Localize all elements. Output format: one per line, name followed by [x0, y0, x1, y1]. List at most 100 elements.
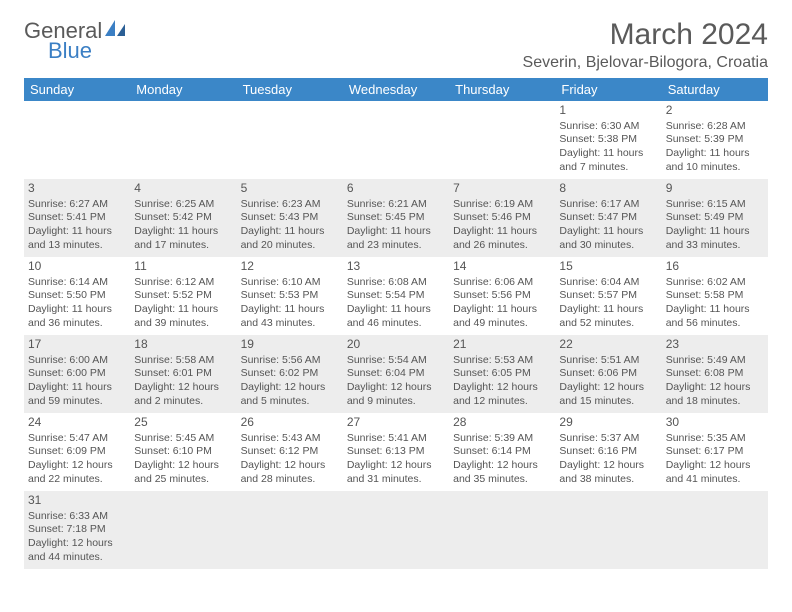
day-number: 31: [28, 493, 126, 509]
sunset-text: Sunset: 6:04 PM: [347, 367, 445, 381]
sunrise-text: Sunrise: 6:08 AM: [347, 276, 445, 290]
day-cell: 11Sunrise: 6:12 AMSunset: 5:52 PMDayligh…: [130, 257, 236, 335]
sunrise-text: Sunrise: 6:21 AM: [347, 198, 445, 212]
sunrise-text: Sunrise: 6:33 AM: [28, 510, 126, 524]
sunset-text: Sunset: 6:10 PM: [134, 445, 232, 459]
location-text: Severin, Bjelovar-Bilogora, Croatia: [523, 54, 768, 72]
day-cell: [343, 491, 449, 569]
sunset-text: Sunset: 5:38 PM: [559, 133, 657, 147]
sunrise-text: Sunrise: 5:58 AM: [134, 354, 232, 368]
day-cell: 31Sunrise: 6:33 AMSunset: 7:18 PMDayligh…: [24, 491, 130, 569]
daylight2-text: and 17 minutes.: [134, 239, 232, 253]
sunset-text: Sunset: 5:52 PM: [134, 289, 232, 303]
day-number: 8: [559, 181, 657, 197]
sunrise-text: Sunrise: 6:10 AM: [241, 276, 339, 290]
daylight1-text: Daylight: 11 hours: [666, 225, 764, 239]
daylight1-text: Daylight: 12 hours: [241, 381, 339, 395]
daylight2-text: and 2 minutes.: [134, 395, 232, 409]
day-number: 21: [453, 337, 551, 353]
day-number: 24: [28, 415, 126, 431]
day-number: 18: [134, 337, 232, 353]
daylight1-text: Daylight: 11 hours: [559, 147, 657, 161]
daylight2-text: and 39 minutes.: [134, 317, 232, 331]
sunrise-text: Sunrise: 6:02 AM: [666, 276, 764, 290]
daylight2-text: and 23 minutes.: [347, 239, 445, 253]
daylight2-text: and 59 minutes.: [28, 395, 126, 409]
day-number: 19: [241, 337, 339, 353]
day-cell: [130, 101, 236, 179]
sunset-text: Sunset: 5:41 PM: [28, 211, 126, 225]
sunrise-text: Sunrise: 5:41 AM: [347, 432, 445, 446]
day-cell: 5Sunrise: 6:23 AMSunset: 5:43 PMDaylight…: [237, 179, 343, 257]
daylight1-text: Daylight: 12 hours: [134, 459, 232, 473]
month-title: March 2024: [523, 18, 768, 52]
sunset-text: Sunset: 5:45 PM: [347, 211, 445, 225]
day-header: Thursday: [449, 78, 555, 101]
sunset-text: Sunset: 5:53 PM: [241, 289, 339, 303]
day-cell: 13Sunrise: 6:08 AMSunset: 5:54 PMDayligh…: [343, 257, 449, 335]
day-cell: 26Sunrise: 5:43 AMSunset: 6:12 PMDayligh…: [237, 413, 343, 491]
week-row: 10Sunrise: 6:14 AMSunset: 5:50 PMDayligh…: [24, 257, 768, 335]
header: General Blue March 2024 Severin, Bjelova…: [24, 18, 768, 72]
week-row: 17Sunrise: 6:00 AMSunset: 6:00 PMDayligh…: [24, 335, 768, 413]
sunrise-text: Sunrise: 6:06 AM: [453, 276, 551, 290]
daylight1-text: Daylight: 12 hours: [134, 381, 232, 395]
daylight2-text: and 28 minutes.: [241, 473, 339, 487]
sunset-text: Sunset: 6:12 PM: [241, 445, 339, 459]
daylight2-text: and 10 minutes.: [666, 161, 764, 175]
sunset-text: Sunset: 5:50 PM: [28, 289, 126, 303]
day-cell: 4Sunrise: 6:25 AMSunset: 5:42 PMDaylight…: [130, 179, 236, 257]
day-cell: 24Sunrise: 5:47 AMSunset: 6:09 PMDayligh…: [24, 413, 130, 491]
day-cell: 7Sunrise: 6:19 AMSunset: 5:46 PMDaylight…: [449, 179, 555, 257]
daylight1-text: Daylight: 11 hours: [453, 225, 551, 239]
sunset-text: Sunset: 5:58 PM: [666, 289, 764, 303]
day-number: 2: [666, 103, 764, 119]
day-cell: 6Sunrise: 6:21 AMSunset: 5:45 PMDaylight…: [343, 179, 449, 257]
sunrise-text: Sunrise: 6:15 AM: [666, 198, 764, 212]
sunrise-text: Sunrise: 6:00 AM: [28, 354, 126, 368]
sunset-text: Sunset: 6:17 PM: [666, 445, 764, 459]
daylight1-text: Daylight: 11 hours: [347, 303, 445, 317]
day-number: 15: [559, 259, 657, 275]
day-cell: 30Sunrise: 5:35 AMSunset: 6:17 PMDayligh…: [662, 413, 768, 491]
daylight1-text: Daylight: 11 hours: [28, 303, 126, 317]
day-cell: [449, 101, 555, 179]
day-cell: [555, 491, 661, 569]
daylight2-text: and 46 minutes.: [347, 317, 445, 331]
day-number: 9: [666, 181, 764, 197]
daylight2-text: and 31 minutes.: [347, 473, 445, 487]
day-cell: 29Sunrise: 5:37 AMSunset: 6:16 PMDayligh…: [555, 413, 661, 491]
day-header: Tuesday: [237, 78, 343, 101]
sunset-text: Sunset: 5:54 PM: [347, 289, 445, 303]
day-cell: 2Sunrise: 6:28 AMSunset: 5:39 PMDaylight…: [662, 101, 768, 179]
daylight1-text: Daylight: 12 hours: [28, 459, 126, 473]
daylight2-text: and 36 minutes.: [28, 317, 126, 331]
daylight1-text: Daylight: 11 hours: [666, 303, 764, 317]
sunset-text: Sunset: 6:13 PM: [347, 445, 445, 459]
day-cell: 3Sunrise: 6:27 AMSunset: 5:41 PMDaylight…: [24, 179, 130, 257]
day-number: 11: [134, 259, 232, 275]
daylight2-text: and 33 minutes.: [666, 239, 764, 253]
day-cell: 22Sunrise: 5:51 AMSunset: 6:06 PMDayligh…: [555, 335, 661, 413]
daylight2-text: and 20 minutes.: [241, 239, 339, 253]
day-header: Wednesday: [343, 78, 449, 101]
day-number: 26: [241, 415, 339, 431]
sunset-text: Sunset: 6:06 PM: [559, 367, 657, 381]
sunset-text: Sunset: 5:39 PM: [666, 133, 764, 147]
day-cell: [449, 491, 555, 569]
daylight1-text: Daylight: 12 hours: [453, 381, 551, 395]
day-number: 6: [347, 181, 445, 197]
day-header: Saturday: [662, 78, 768, 101]
day-cell: [237, 101, 343, 179]
sunset-text: Sunset: 6:09 PM: [28, 445, 126, 459]
day-cell: 27Sunrise: 5:41 AMSunset: 6:13 PMDayligh…: [343, 413, 449, 491]
daylight1-text: Daylight: 11 hours: [559, 303, 657, 317]
day-cell: [130, 491, 236, 569]
day-number: 22: [559, 337, 657, 353]
daylight1-text: Daylight: 11 hours: [241, 225, 339, 239]
sunset-text: Sunset: 6:02 PM: [241, 367, 339, 381]
sunrise-text: Sunrise: 5:51 AM: [559, 354, 657, 368]
daylight1-text: Daylight: 11 hours: [28, 225, 126, 239]
sunrise-text: Sunrise: 6:27 AM: [28, 198, 126, 212]
daylight2-text: and 35 minutes.: [453, 473, 551, 487]
